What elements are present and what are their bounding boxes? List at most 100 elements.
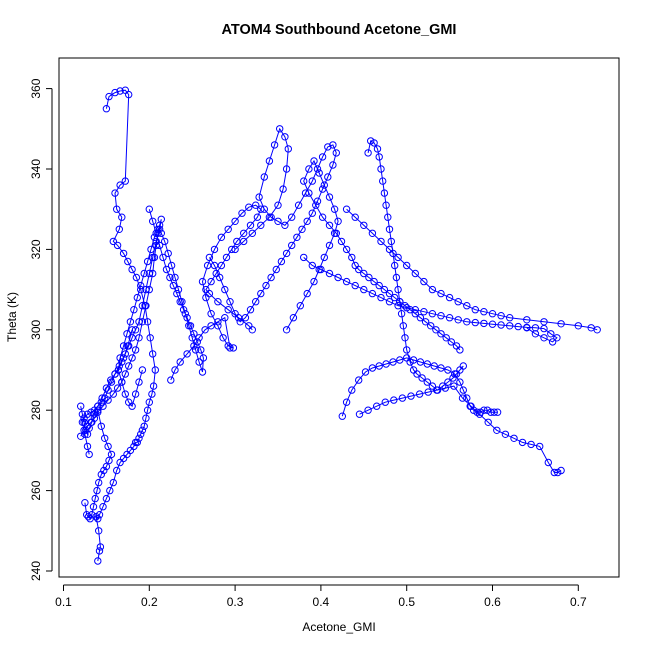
data-point — [518, 438, 527, 447]
data-point — [375, 281, 383, 290]
data-point — [557, 320, 565, 328]
data-point — [145, 285, 154, 294]
data-point — [121, 370, 130, 378]
data-point — [181, 310, 190, 318]
data-point — [107, 450, 116, 459]
data-point — [131, 326, 140, 334]
data-point — [536, 442, 544, 451]
data-point — [377, 165, 385, 173]
plot-frame — [58, 57, 620, 578]
data-point — [445, 293, 454, 302]
data-point — [124, 257, 132, 266]
data-point — [248, 326, 257, 334]
data-point — [540, 334, 548, 342]
data-point — [113, 205, 121, 213]
data-point — [523, 316, 531, 324]
data-point — [161, 237, 169, 246]
data-point — [240, 229, 248, 238]
data-point — [88, 511, 96, 519]
series-line — [208, 127, 337, 323]
data-point — [368, 289, 377, 298]
data-point — [214, 322, 222, 330]
data-point — [360, 285, 368, 294]
data-point — [548, 338, 557, 346]
data-point — [294, 201, 303, 209]
data-point — [128, 354, 136, 362]
data-point — [593, 326, 601, 334]
data-point — [255, 193, 263, 201]
data-point — [411, 269, 419, 278]
data-point — [360, 221, 368, 230]
data-point — [205, 289, 214, 298]
data-point — [219, 334, 227, 342]
data-point — [164, 249, 172, 258]
data-point — [119, 342, 128, 350]
data-point — [151, 366, 160, 374]
data-layer — [77, 86, 601, 565]
data-point — [236, 318, 244, 326]
data-point — [138, 318, 147, 326]
series-line — [346, 208, 598, 331]
data-point — [99, 503, 107, 511]
data-point — [229, 344, 238, 352]
data-point — [105, 92, 113, 101]
data-point — [86, 515, 94, 523]
data-point — [325, 269, 334, 278]
data-point — [490, 408, 498, 416]
data-point — [380, 285, 389, 294]
data-point — [277, 257, 286, 266]
data-point — [216, 273, 224, 282]
data-point — [199, 354, 208, 362]
data-point — [118, 213, 126, 221]
data-point — [382, 201, 390, 209]
x-tick-label: 0.3 — [227, 595, 244, 609]
data-point — [131, 346, 140, 354]
data-point — [398, 394, 407, 402]
data-point — [471, 318, 479, 327]
data-point — [324, 143, 332, 151]
data-point — [119, 249, 128, 258]
data-point — [190, 342, 198, 350]
data-point — [145, 398, 154, 406]
data-point — [226, 298, 234, 306]
data-point — [143, 257, 152, 266]
data-point — [288, 213, 296, 221]
data-point — [224, 225, 232, 234]
data-point — [137, 281, 145, 290]
data-point — [113, 466, 121, 475]
data-point — [355, 265, 363, 274]
data-point — [221, 314, 229, 322]
data-point — [310, 157, 318, 165]
series-line — [84, 410, 113, 520]
data-point — [373, 402, 381, 410]
data-point — [557, 466, 565, 475]
data-point — [97, 470, 106, 479]
data-point — [401, 334, 409, 342]
data-point — [329, 161, 337, 169]
data-point — [91, 494, 99, 503]
y-tick-label: 240 — [29, 561, 43, 581]
data-point — [171, 366, 179, 374]
data-point — [396, 356, 404, 364]
data-point — [93, 486, 101, 495]
data-point — [385, 289, 394, 298]
data-point — [118, 358, 126, 366]
data-point — [143, 406, 152, 414]
data-point — [80, 418, 88, 426]
data-point — [224, 342, 232, 350]
data-point — [178, 298, 186, 306]
data-point — [124, 342, 132, 350]
data-point — [355, 376, 363, 384]
data-point — [313, 165, 322, 173]
data-point — [183, 314, 191, 322]
data-point — [403, 354, 411, 362]
data-point — [430, 362, 438, 370]
series-line — [359, 385, 562, 473]
data-point — [284, 145, 292, 153]
data-point — [324, 173, 332, 181]
data-point — [308, 177, 316, 185]
data-point — [135, 378, 143, 386]
data-point — [411, 310, 419, 318]
data-point — [361, 368, 370, 376]
